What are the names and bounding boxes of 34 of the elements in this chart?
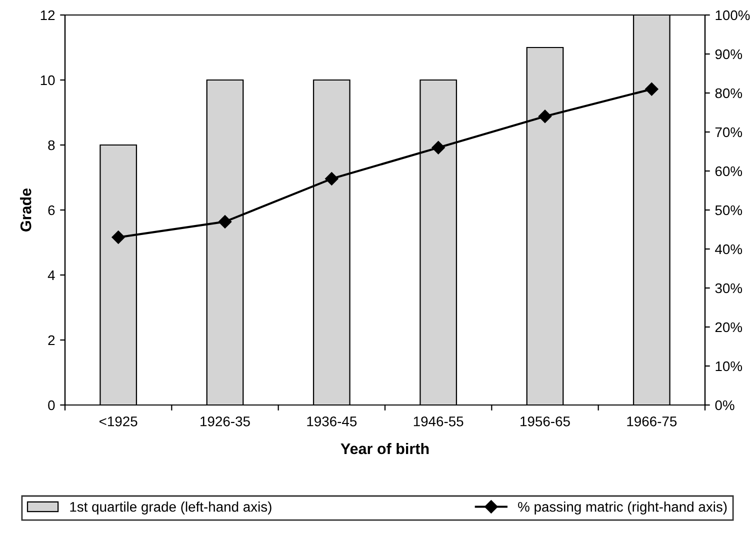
y2-tick-label: 100%: [716, 10, 750, 20]
point: [432, 141, 445, 154]
y2-tick-label: 40%: [715, 244, 742, 254]
point: [645, 82, 658, 96]
x-tick-label: 1926-35: [200, 416, 250, 426]
x-tick-label: 1936-45: [307, 416, 357, 426]
y2-tick-label: 10%: [716, 361, 742, 372]
y-tick-label: 2: [48, 335, 55, 346]
x-tick-label: 1946-55: [414, 416, 464, 426]
x-tick-label: 1956-65: [520, 416, 570, 426]
point: [325, 172, 338, 186]
legend-label: % passing matric (right-hand axis): [518, 502, 727, 514]
y2-tick-label: 90%: [715, 49, 742, 60]
y2-tick-label: 20%: [715, 322, 742, 332]
y-tick-label: 4: [48, 270, 55, 280]
x-tick-label: 1966-75: [627, 416, 677, 426]
y2-tick-label: 80%: [715, 88, 742, 98]
x-tick-label: <1925: [100, 416, 138, 426]
point: [538, 110, 552, 123]
y-tick-label: 8: [48, 140, 55, 150]
point: [218, 215, 232, 228]
point: [112, 230, 125, 244]
y2-tick-label: 70%: [715, 127, 742, 138]
legend-label: 1st quartile grade (left-hand axis): [70, 502, 272, 514]
y-tick-label: 12: [40, 10, 55, 20]
y2-tick-label: 50%: [715, 205, 742, 216]
y-tick-label: 0: [48, 400, 55, 410]
x-axis-title: Year of birth: [340, 442, 429, 454]
y-tick-label: 10: [40, 75, 55, 86]
y-axis-title: Grade: [20, 188, 32, 232]
y2-tick-label: 0%: [715, 400, 734, 410]
y-tick-label: 6: [48, 205, 55, 216]
y2-tick-label: 60%: [715, 166, 742, 176]
y2-tick-label: 30%: [715, 283, 742, 294]
